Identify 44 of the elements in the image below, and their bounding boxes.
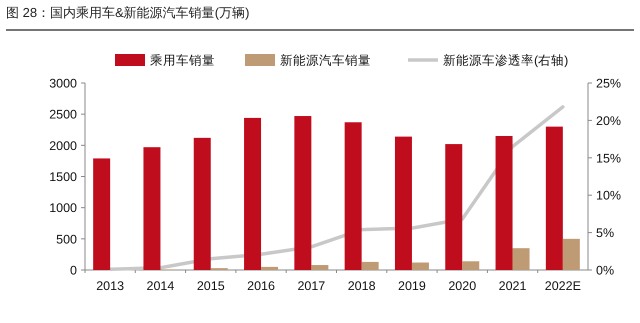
bar bbox=[143, 147, 160, 270]
bar bbox=[394, 136, 412, 270]
y-tick-label: 1500 bbox=[49, 170, 78, 184]
x-tick-label: 2016 bbox=[247, 279, 275, 293]
bar bbox=[462, 261, 480, 270]
x-tick-label: 2013 bbox=[96, 279, 124, 293]
bar bbox=[294, 116, 312, 270]
y-tick-label: 2500 bbox=[49, 108, 78, 122]
x-tick-label: 2020 bbox=[448, 279, 476, 293]
y2-tick-label: 15% bbox=[596, 151, 622, 166]
legend-label: 新能源汽车销量 bbox=[280, 54, 371, 68]
chart-title: 图 28：国内乘用车&新能源汽车销量(万辆) bbox=[6, 5, 250, 20]
y-tick-label: 3000 bbox=[49, 76, 78, 90]
bar bbox=[344, 122, 362, 270]
bar bbox=[496, 136, 513, 270]
x-tick-label: 2019 bbox=[398, 279, 426, 293]
x-tick-label: 2017 bbox=[297, 279, 326, 293]
y2-tick-label: 0% bbox=[596, 264, 614, 278]
bar bbox=[93, 158, 110, 270]
bar bbox=[445, 144, 462, 270]
bar bbox=[412, 262, 429, 270]
bar bbox=[512, 248, 530, 270]
bar bbox=[362, 262, 379, 270]
bar bbox=[546, 126, 563, 270]
bar bbox=[261, 266, 278, 270]
bar bbox=[311, 265, 328, 270]
x-tick-label: 2014 bbox=[146, 279, 174, 293]
y-tick-label: 1000 bbox=[49, 201, 78, 216]
y2-tick-label: 5% bbox=[596, 226, 614, 240]
legend-label: 乘用车销量 bbox=[150, 54, 215, 68]
y-tick-label: 2000 bbox=[49, 138, 78, 153]
y2-tick-label: 25% bbox=[596, 76, 622, 90]
bar bbox=[244, 118, 262, 270]
legend-label: 新能源车渗透率(右轴) bbox=[443, 52, 568, 68]
x-tick-label: 2015 bbox=[196, 279, 225, 293]
x-tick-label: 2022E bbox=[544, 279, 581, 293]
x-tick-label: 2021 bbox=[498, 279, 526, 293]
x-tick-label: 2018 bbox=[348, 279, 376, 293]
bar bbox=[562, 238, 580, 270]
y2-tick-label: 20% bbox=[596, 114, 622, 128]
y-tick-label: 0 bbox=[70, 264, 78, 278]
bar bbox=[194, 138, 211, 270]
y2-tick-label: 10% bbox=[596, 188, 622, 203]
y-tick-label: 500 bbox=[56, 232, 78, 246]
